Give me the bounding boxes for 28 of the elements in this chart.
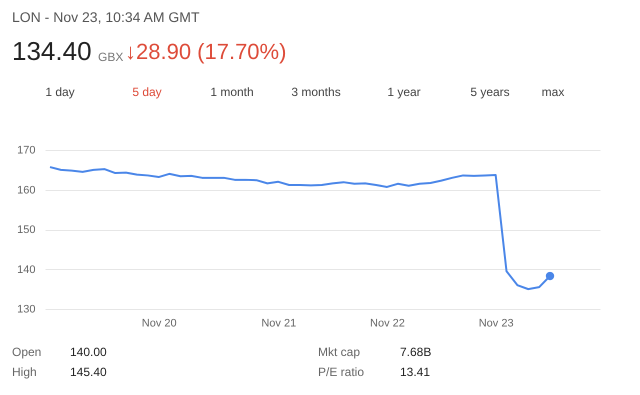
y-tick-label: 160 [17,184,36,196]
text: High [12,365,37,379]
text: 5 years [470,85,510,99]
text: 3 months [291,85,341,99]
x-tick-label: Nov 22 [370,318,405,330]
text: 1 year [387,85,421,99]
text: 140.00 [70,345,108,359]
y-tick-label: 170 [17,144,36,156]
text: GBX [98,50,124,64]
y-tick-label: 140 [17,264,36,276]
x-tick-label: Nov 20 [142,318,177,330]
y-tick-label: 130 [17,304,36,316]
text: 7.68B [400,345,432,359]
chart-title: LON - Nov 23, 10:34 AM GMT [12,9,200,25]
text: ↓28.90 (17.70%) [125,39,286,64]
x-tick-label: Nov 21 [261,318,296,330]
text: 1 month [210,85,254,99]
text: 145.40 [70,365,108,379]
text: Mkt cap [318,345,360,359]
y-tick-label: 150 [17,224,36,236]
text: 134.40 [12,36,92,66]
text: P/E ratio [318,365,364,379]
text: 5 day [132,85,162,99]
x-tick-label: Nov 23 [478,318,514,330]
text: max [542,85,564,99]
text: 1 day [45,85,75,99]
text: 13.41 [400,365,430,379]
text: Open [12,345,42,359]
